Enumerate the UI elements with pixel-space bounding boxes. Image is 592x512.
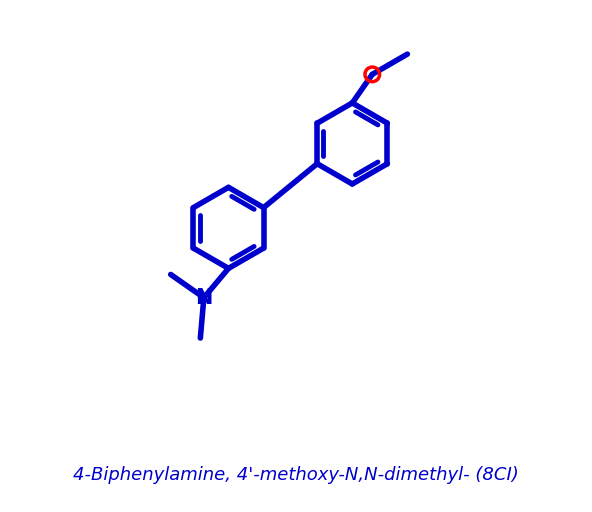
Text: 4-Biphenylamine, 4'-methoxy-N,N-dimethyl- (8CI): 4-Biphenylamine, 4'-methoxy-N,N-dimethyl… <box>73 466 519 484</box>
Text: N: N <box>195 288 213 308</box>
